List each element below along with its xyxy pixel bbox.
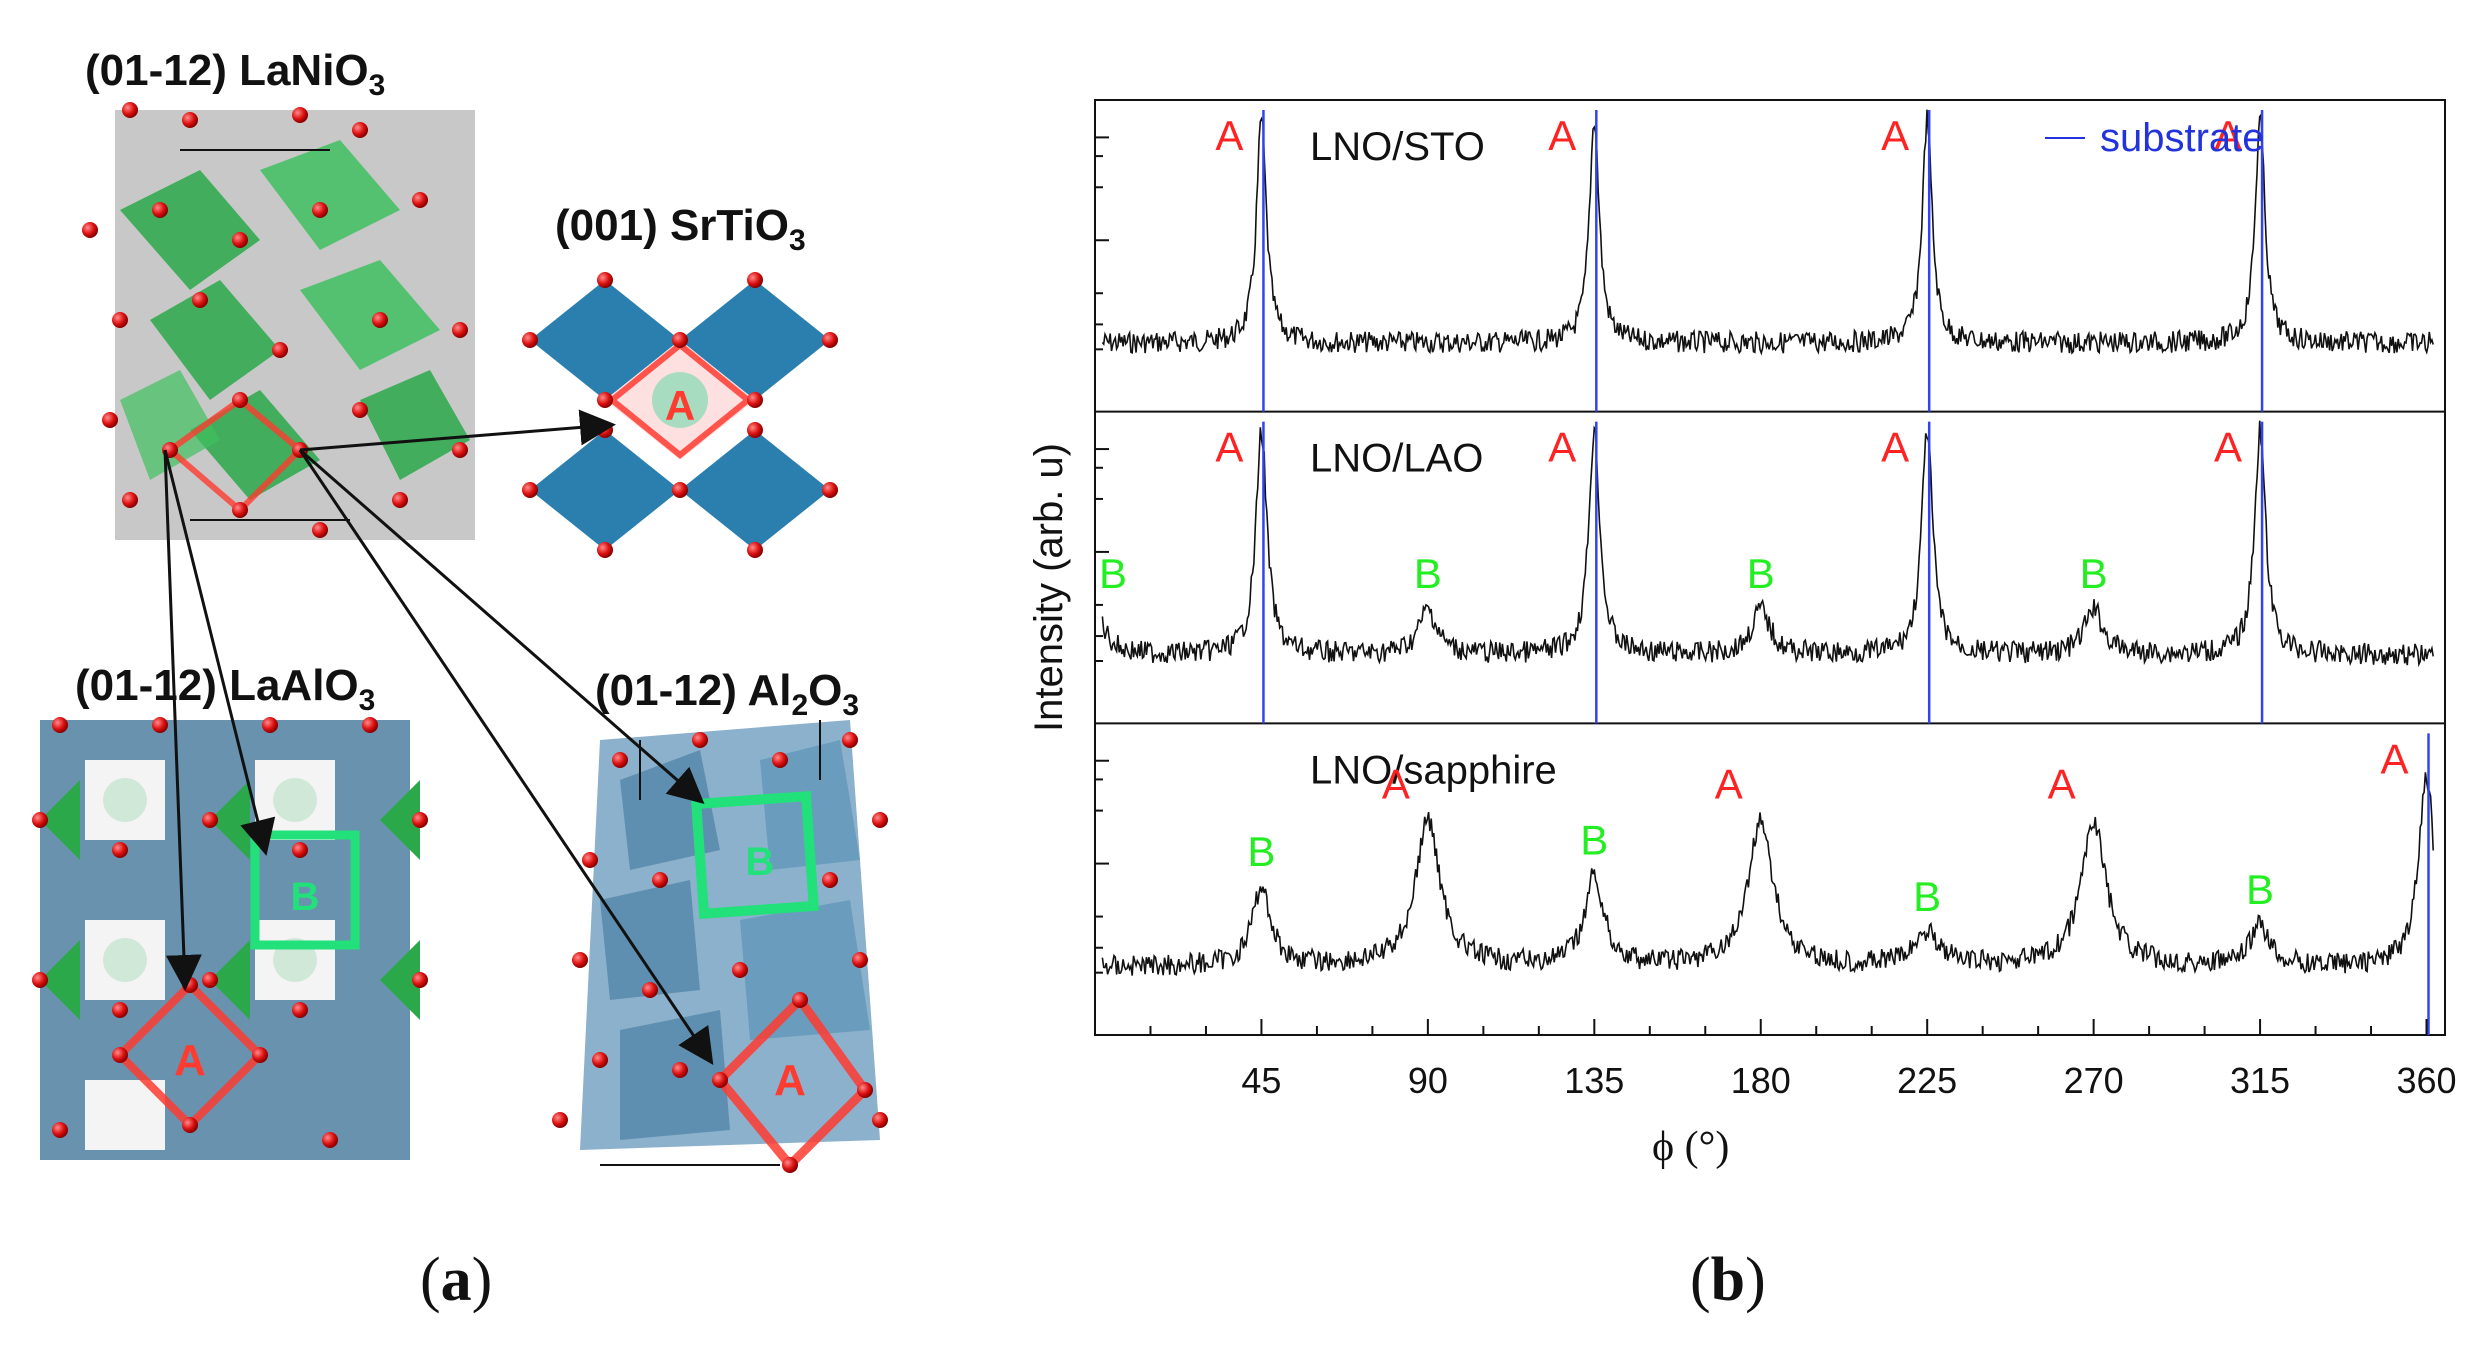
epitaxy-arrows bbox=[163, 409, 714, 1065]
x-tick-label: 225 bbox=[1897, 1060, 1957, 1101]
panel-name: LNO/STO bbox=[1310, 125, 1485, 169]
trace-line bbox=[1101, 420, 2434, 668]
peak-label: B bbox=[1747, 550, 1775, 597]
peak-label: A bbox=[2214, 424, 2242, 471]
x-tick-label: 360 bbox=[2396, 1060, 2456, 1101]
srtio3-structure: A bbox=[522, 272, 838, 558]
peak-label: A bbox=[1215, 424, 1243, 471]
x-tick-label: 270 bbox=[2064, 1060, 2124, 1101]
x-axis-label: ϕ (°) bbox=[1652, 1124, 1729, 1170]
peak-label: A bbox=[1548, 112, 1576, 159]
peak-label: B bbox=[1099, 550, 1127, 597]
peak-label: B bbox=[1580, 817, 1608, 864]
peak-label: A bbox=[2048, 761, 2076, 808]
panel-name: LNO/sapphire bbox=[1310, 748, 1557, 792]
peak-label: B bbox=[1247, 828, 1275, 875]
al2o3-label: (01-12) Al2O3 bbox=[595, 666, 859, 722]
peak-label: A bbox=[2214, 112, 2242, 159]
svg-text:A: A bbox=[774, 1056, 806, 1105]
peak-label: B bbox=[2080, 550, 2108, 597]
lanio3-label: (01-12) LaNiO3 bbox=[85, 46, 385, 102]
al2o3-marker-b bbox=[690, 790, 820, 920]
x-tick-label: 135 bbox=[1564, 1060, 1624, 1101]
x-tick-label: 45 bbox=[1241, 1060, 1281, 1101]
x-tick-label: 315 bbox=[2230, 1060, 2290, 1101]
panel-a-caption: (a) bbox=[420, 1246, 493, 1314]
peak-label: B bbox=[1913, 873, 1941, 920]
svg-text:A: A bbox=[174, 1036, 206, 1085]
laalo3-marker-b bbox=[250, 830, 360, 950]
peak-label: A bbox=[1215, 112, 1243, 159]
trace-line bbox=[1101, 772, 2434, 976]
peak-label: A bbox=[1382, 761, 1410, 808]
peak-label: A bbox=[1548, 424, 1576, 471]
x-tick-label: 180 bbox=[1731, 1060, 1791, 1101]
peak-label: B bbox=[2246, 866, 2274, 913]
srtio3-label: (001) SrTiO3 bbox=[555, 201, 806, 257]
legend-label: substrate bbox=[2100, 116, 2265, 160]
peak-label: A bbox=[1881, 112, 1909, 159]
svg-text:B: B bbox=[291, 875, 320, 919]
panel-b-caption: (b) bbox=[1690, 1246, 1766, 1314]
trace-line bbox=[1101, 109, 2434, 356]
lanio3-structure bbox=[82, 102, 475, 540]
srtio3-marker-a bbox=[607, 341, 753, 459]
peak-label: A bbox=[1715, 761, 1743, 808]
x-tick-label: 90 bbox=[1408, 1060, 1448, 1101]
panel-a-figure: (01-12) LaNiO3 A (001) SrTiO3 bbox=[32, 46, 888, 1173]
laalo3-structure: B A bbox=[32, 717, 428, 1160]
peak-label: A bbox=[1881, 424, 1909, 471]
y-axis-label: Intensity (arb. u) bbox=[1027, 443, 1071, 732]
laalo3-label: (01-12) LaAlO3 bbox=[75, 661, 375, 717]
peak-label: B bbox=[1414, 550, 1442, 597]
svg-text:B: B bbox=[746, 840, 775, 884]
peak-label: A bbox=[2380, 735, 2408, 782]
plot-frame bbox=[1094, 99, 2446, 1036]
panel-name: LNO/LAO bbox=[1310, 437, 1483, 481]
svg-text:A: A bbox=[665, 382, 695, 429]
